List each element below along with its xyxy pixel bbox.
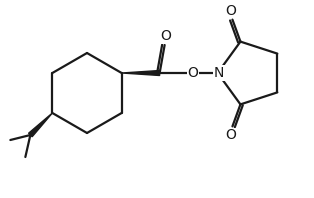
Text: O: O [187,66,198,80]
Text: N: N [214,66,224,80]
Polygon shape [29,113,52,137]
Text: O: O [225,128,236,142]
Text: O: O [225,4,236,18]
Polygon shape [122,70,160,75]
Text: O: O [160,29,171,43]
